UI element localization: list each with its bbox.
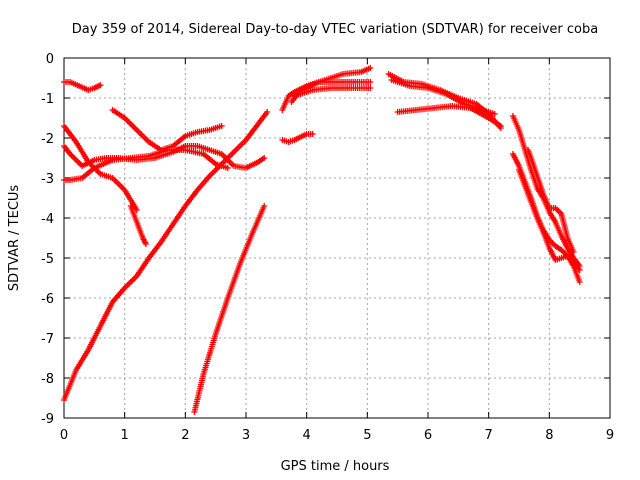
y-tick-label: -2 [41, 132, 54, 147]
x-tick-label: 2 [181, 428, 189, 443]
data-point [142, 241, 149, 247]
x-axis-label: GPS time / hours [281, 459, 390, 474]
data-point [261, 155, 268, 161]
series-track-19 [525, 147, 577, 255]
series-track-5 [61, 147, 231, 183]
y-tick-label: -5 [41, 252, 54, 267]
data-point [218, 123, 225, 129]
y-tick-labels: 0 -1 -2 -3 -4 -5 -6 -7 -8 -9 [41, 52, 54, 427]
series-track-12 [291, 85, 374, 99]
chart-title: Day 359 of 2014, Sidereal Day-to-day VTE… [72, 22, 598, 37]
y-tick-label: -7 [41, 332, 54, 347]
y-tick-label: -3 [41, 172, 54, 187]
series-track-15 [394, 103, 504, 129]
x-tick-label: 6 [424, 428, 432, 443]
y-tick-label: -8 [41, 372, 54, 387]
x-tick-label: 0 [60, 428, 68, 443]
x-tick-label: 5 [363, 428, 371, 443]
y-tick-label: 0 [46, 52, 54, 67]
x-tick-label: 4 [303, 428, 311, 443]
y-tick-label: -4 [41, 212, 54, 227]
series-track-9 [279, 131, 316, 145]
data-point [264, 109, 271, 115]
data-point [367, 79, 374, 85]
data-point [576, 279, 583, 285]
series-track-8 [191, 203, 268, 415]
data-point [367, 65, 374, 71]
series-track-3 [127, 203, 149, 247]
plot-frame [63, 57, 611, 419]
data-point [570, 249, 577, 255]
data-point [497, 123, 504, 129]
y-tick-label: -6 [41, 292, 54, 307]
x-tick-label: 3 [242, 428, 250, 443]
data-point [491, 111, 498, 117]
x-tick-label: 7 [485, 428, 493, 443]
y-axis-label: SDTVAR / TECUs [7, 185, 22, 292]
series-track-16 [509, 113, 583, 269]
grid-lines [64, 58, 610, 418]
series-track-1 [61, 79, 104, 93]
series-track-13 [385, 71, 504, 131]
data-point [261, 203, 268, 209]
series-layer [61, 65, 583, 415]
series-track-7 [61, 109, 271, 403]
data-point [367, 85, 374, 91]
x-tick-label: 9 [606, 428, 614, 443]
x-tick-labels: 0 1 2 3 4 5 6 7 8 9 [60, 428, 614, 443]
data-point [97, 82, 104, 89]
y-tick-label: -1 [41, 92, 54, 107]
x-tick-label: 8 [545, 428, 553, 443]
x-tick-label: 1 [121, 428, 129, 443]
axis-ticks [63, 57, 611, 419]
data-point [224, 165, 231, 171]
series-track-6 [109, 107, 225, 153]
data-point [309, 131, 316, 137]
series-track-18 [516, 167, 583, 285]
y-tick-label: -9 [41, 412, 54, 427]
